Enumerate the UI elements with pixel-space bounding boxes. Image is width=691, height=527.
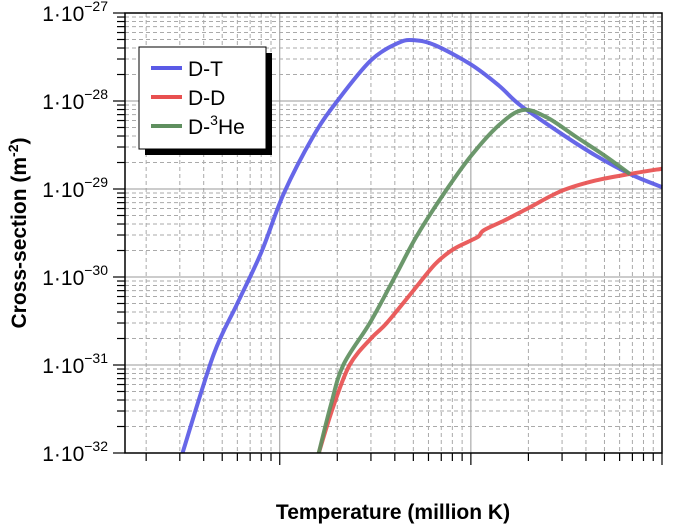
y-tick-exponent: −29 [84,174,108,190]
y-tick-base: 1·10 [42,267,84,290]
legend-label-rest: He [218,116,245,139]
y-tick-exponent: −32 [84,438,108,454]
legend-label-d-t: D-T [188,58,223,81]
legend-label-sup: 3 [210,112,218,128]
y-tick-label: 1·10−30 [42,262,108,290]
y-tick-base: 1·10 [42,3,84,26]
curves [180,37,663,454]
y-tick-label: 1·10−27 [42,0,108,26]
legend-label-d-3he: D-3He [188,112,245,139]
ticks: 1·10−271·10−281·10−291·10−301·10−311·10−… [42,0,663,466]
y-tick-base: 1·10 [42,91,84,114]
legend-box [138,46,267,150]
series-line-d-3he [316,107,632,454]
legend-label-main: D-T [188,58,223,81]
y-tick-exponent: −30 [84,262,108,278]
x-axis-title: Temperature (million K) [276,501,510,524]
y-tick-base: 1·10 [42,443,84,466]
series-line-d-t [180,37,663,454]
y-tick-exponent: −27 [84,0,108,14]
legend: D-TD-DD-3He [138,46,272,155]
legend-label-main: D-D [188,87,225,110]
plot-frame [124,12,663,454]
y-tick-label: 1·10−31 [42,350,108,378]
legend-label-d-d: D-D [188,87,225,110]
y-tick-base: 1·10 [42,355,84,378]
series-line-d-d [316,166,663,454]
y-tick-exponent: −31 [84,350,108,366]
y-axis-title: Cross-section (m-2) [5,138,31,329]
y-tick-base: 1·10 [42,179,84,202]
legend-label-main: D- [188,116,210,139]
y-tick-exponent: −28 [84,86,108,102]
y-tick-label: 1·10−29 [42,174,108,202]
y-tick-label: 1·10−32 [42,438,108,466]
y-tick-label: 1·10−28 [42,86,108,114]
